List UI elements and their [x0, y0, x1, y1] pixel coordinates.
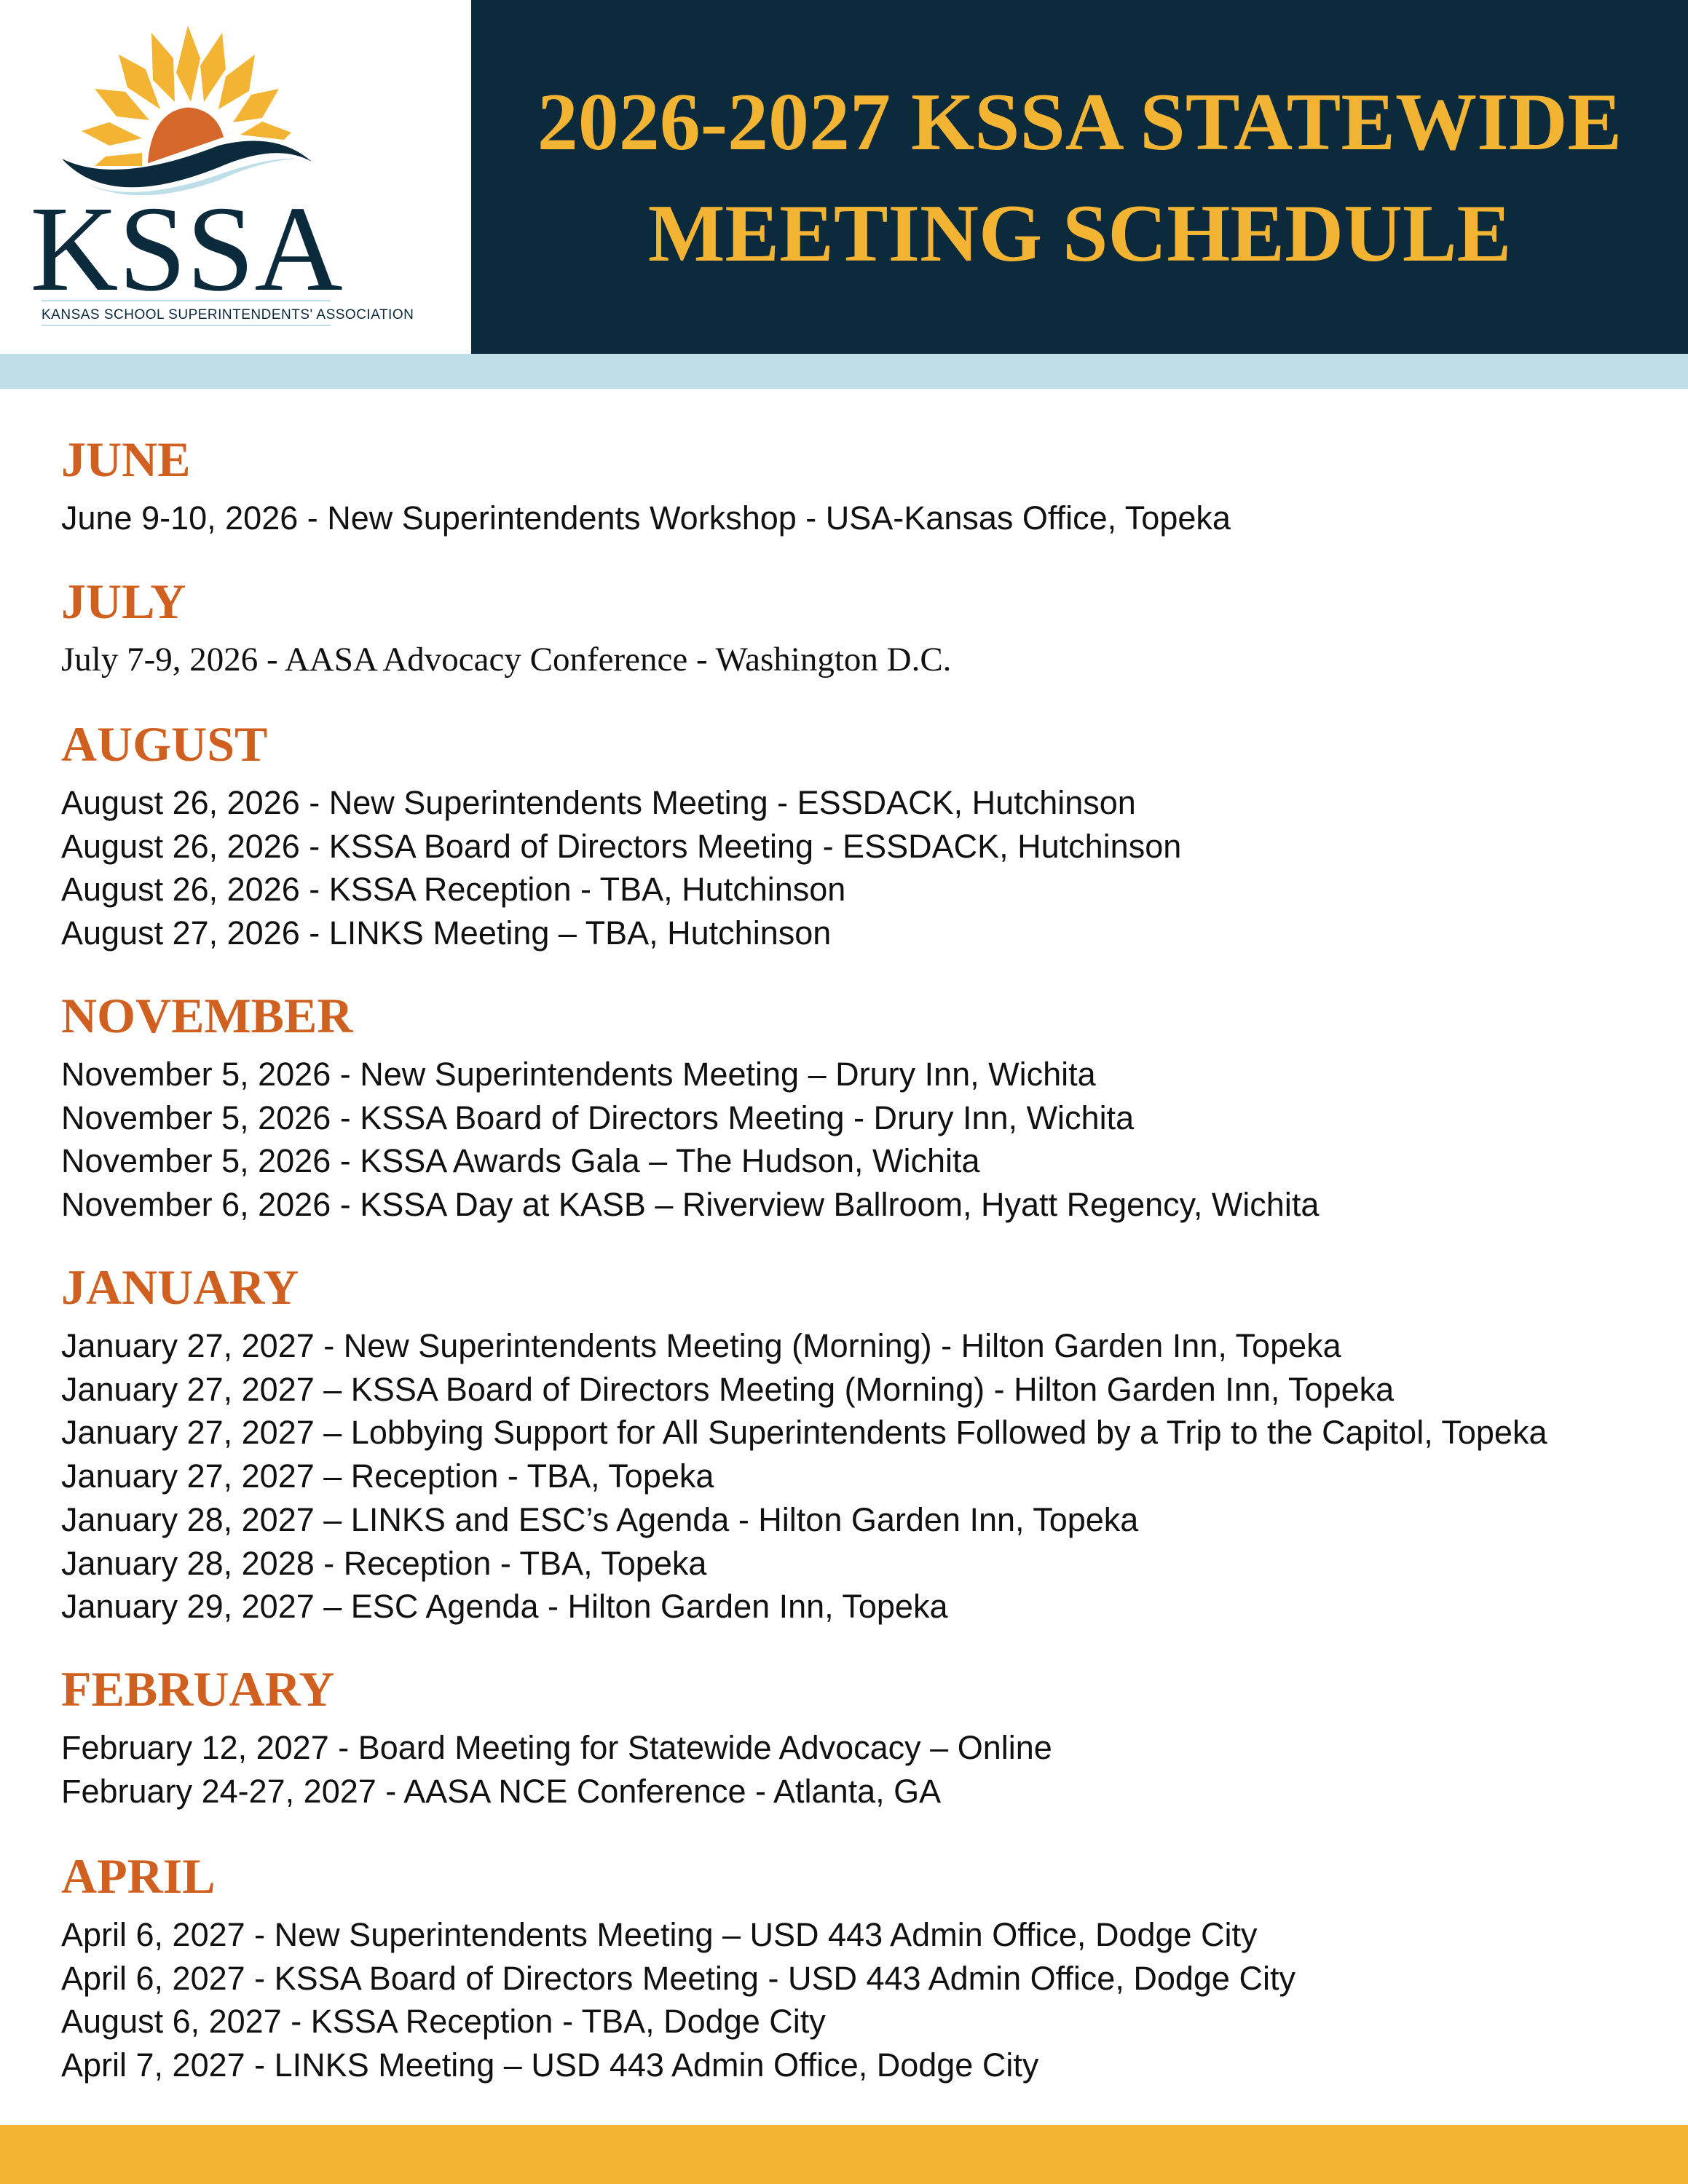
- kssa-logo: KSSA KANSAS SCHOOL SUPERINTENDENTS' ASSO…: [0, 0, 471, 354]
- month-heading: AUGUST: [61, 716, 268, 772]
- month-heading: NOVEMBER: [61, 988, 353, 1043]
- section-april: APRIL April 6, 2027 - New Superintendents…: [61, 1848, 1295, 2087]
- section-august: AUGUST August 26, 2026 - New Superintende…: [61, 716, 1181, 955]
- schedule-entry: August 26, 2026 - New Superintendents Me…: [61, 784, 1136, 821]
- logo-rule: [42, 325, 331, 326]
- schedule-entry: July 7-9, 2026 - AASA Advocacy Conferenc…: [61, 641, 952, 678]
- footer-band: [0, 2125, 1688, 2184]
- schedule-entry: August 6, 2027 - KSSA Reception - TBA, D…: [61, 2003, 826, 2041]
- month-heading: JANUARY: [61, 1259, 299, 1315]
- schedule-entry: November 5, 2026 - KSSA Board of Directo…: [61, 1099, 1135, 1136]
- schedule-entry: November 5, 2026 - New Superintendents M…: [61, 1056, 1096, 1093]
- schedule-entry: August 26, 2026 - KSSA Board of Director…: [61, 827, 1182, 865]
- schedule-entry: April 6, 2027 - KSSA Board of Directors …: [61, 1959, 1295, 1997]
- schedule-entry: November 5, 2026 - KSSA Awards Gala – Th…: [61, 1142, 980, 1180]
- logo-rule: [42, 300, 331, 301]
- schedule-entry: August 27, 2026 - LINKS Meeting – TBA, H…: [61, 914, 832, 952]
- page-title-line-1: 2026-2027 KSSA STATEWIDE: [537, 77, 1622, 167]
- page-title-line-2: MEETING SCHEDULE: [647, 189, 1512, 279]
- schedule-entry: January 28, 2027 – LINKS and ESC’s Agend…: [61, 1500, 1139, 1538]
- month-heading: FEBRUARY: [61, 1661, 335, 1717]
- month-heading: JULY: [61, 574, 186, 629]
- schedule-entry: January 27, 2027 – Reception - TBA, Tope…: [61, 1457, 714, 1495]
- schedule-entry: November 6, 2026 - KSSA Day at KASB – Ri…: [61, 1186, 1320, 1224]
- schedule-entry: January 27, 2027 – Lobbying Support for …: [61, 1414, 1547, 1452]
- svg-text:KSSA: KSSA: [30, 181, 343, 306]
- schedule-entry: April 7, 2027 - LINKS Meeting – USD 443 …: [61, 2046, 1039, 2084]
- section-january: JANUARY January 27, 2027 - New Superinten…: [61, 1259, 1547, 1629]
- section-july: JULY July 7-9, 2026 - AASA Advocacy Confe…: [61, 574, 951, 682]
- page-header: 2026-2027 KSSA STATEWIDE MEETING SCHEDUL…: [471, 0, 1688, 354]
- section-november: NOVEMBER November 5, 2026 - New Superinte…: [61, 988, 1319, 1227]
- schedule-entry: February 24-27, 2027 - AASA NCE Conferen…: [61, 1772, 942, 1810]
- logo-caption: KANSAS SCHOOL SUPERINTENDENTS' ASSOCIATI…: [42, 307, 414, 323]
- schedule-entry: June 9-10, 2026 - New Superintendents Wo…: [61, 499, 1231, 537]
- schedule-entry: January 27, 2027 - New Superintendents M…: [61, 1327, 1341, 1364]
- schedule-entry: April 6, 2027 - New Superintendents Meet…: [61, 1916, 1258, 1953]
- section-june: JUNE June 9-10, 2026 - New Superintendent…: [61, 432, 1231, 540]
- header-divider-band: [0, 354, 1688, 389]
- schedule-entry: January 28, 2028 - Reception - TBA, Tope…: [61, 1544, 707, 1582]
- month-heading: APRIL: [61, 1848, 216, 1904]
- schedule-entry: February 12, 2027 - Board Meeting for St…: [61, 1729, 1052, 1766]
- schedule-entry: August 26, 2026 - KSSA Reception - TBA, …: [61, 871, 846, 909]
- section-february: FEBRUARY February 12, 2027 - Board Meetin…: [61, 1661, 1052, 1813]
- schedule-entry: January 29, 2027 – ESC Agenda - Hilton G…: [61, 1588, 948, 1626]
- schedule-entry: January 27, 2027 – KSSA Board of Directo…: [61, 1370, 1395, 1408]
- sunflower-logo-icon: KSSA: [30, 25, 343, 317]
- month-heading: JUNE: [61, 432, 191, 487]
